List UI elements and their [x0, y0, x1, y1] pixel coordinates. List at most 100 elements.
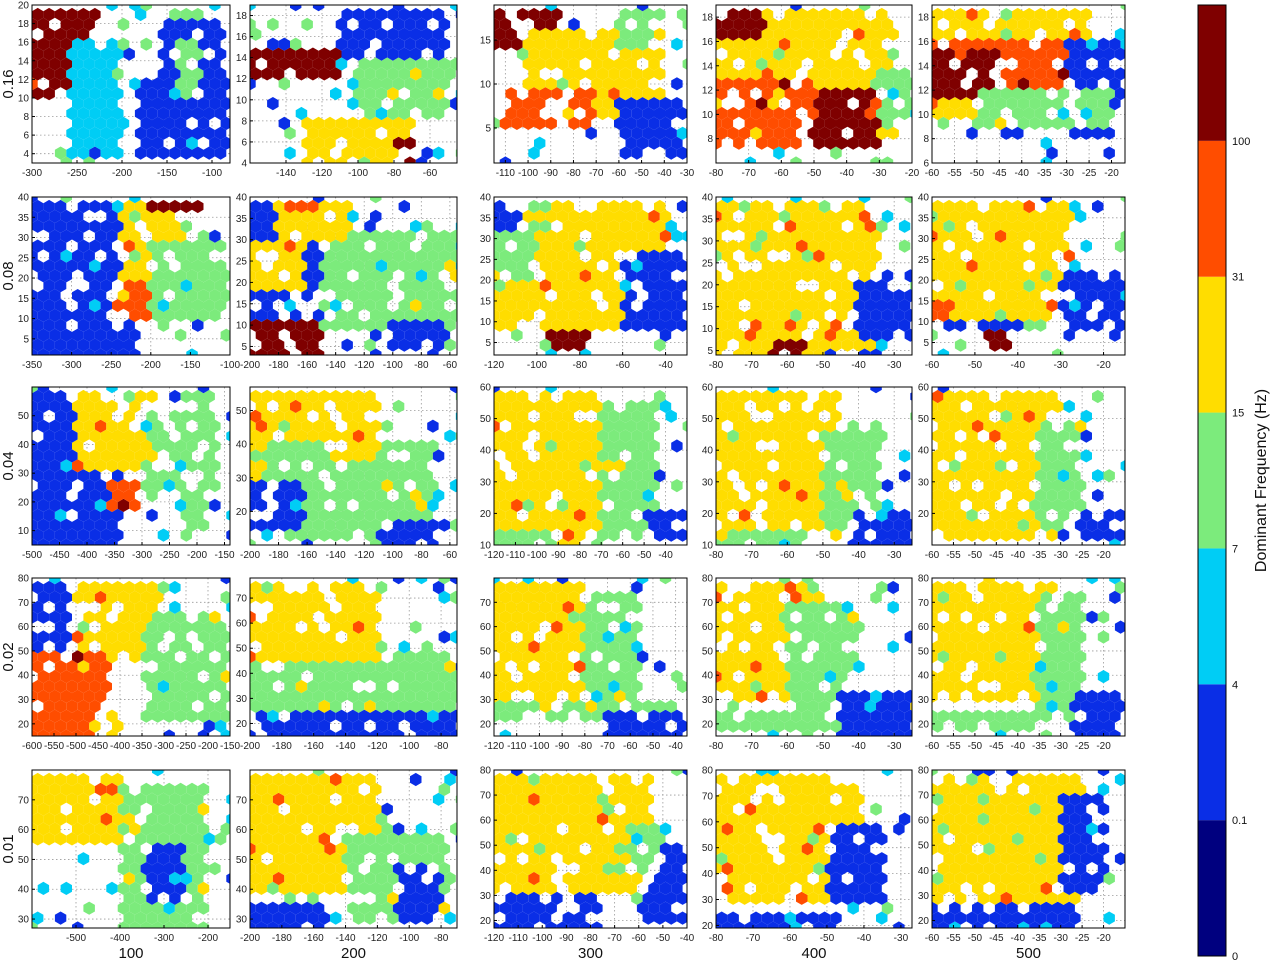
hex-cell — [1086, 518, 1098, 532]
hex-cell — [744, 459, 756, 473]
hex-cell — [134, 580, 147, 595]
hex-cell — [37, 348, 50, 355]
hex-cell — [330, 126, 342, 140]
hex-cell — [676, 126, 687, 140]
hex-cell — [499, 116, 512, 130]
hex-cell — [568, 538, 580, 545]
hex-cell — [358, 156, 370, 163]
hex-cell — [72, 419, 84, 433]
hex-cell — [301, 229, 313, 243]
hex-cell — [665, 318, 677, 332]
hex-cell — [410, 699, 422, 713]
hex-cell — [954, 87, 967, 101]
hex-cell — [1052, 498, 1064, 512]
hex-cell — [796, 259, 808, 273]
hex-cell — [989, 239, 1001, 253]
hex-cell — [841, 298, 854, 313]
hex-cell — [421, 67, 433, 81]
hex-cell — [841, 620, 854, 634]
y-tick-label: 10 — [18, 314, 30, 325]
hex-cell — [77, 298, 90, 313]
hex-cell — [716, 538, 722, 545]
x-tick-label: -45 — [989, 741, 1004, 752]
hex-cell — [421, 318, 433, 332]
hex-cell — [602, 57, 614, 71]
hex-cell — [864, 699, 876, 713]
hex-cell — [421, 469, 433, 483]
hex-cell — [157, 298, 170, 313]
hex-cell — [716, 249, 722, 263]
hex-cell — [499, 399, 512, 413]
hex-cell — [255, 348, 268, 355]
hex-cell — [784, 67, 796, 81]
hex-cell — [841, 600, 854, 614]
hex-cell — [301, 479, 313, 493]
y-tick-label: 40 — [236, 193, 248, 204]
x-tick-label: -40 — [839, 168, 854, 179]
hex-cell — [89, 318, 101, 332]
hex-cell — [790, 97, 802, 111]
hex-cell — [654, 338, 666, 352]
hex-cell — [750, 279, 762, 293]
hex-cell — [796, 318, 808, 332]
hex-cell — [824, 518, 836, 532]
hex-cell — [716, 709, 722, 723]
hex-cell — [682, 58, 687, 70]
hex-cell — [1120, 38, 1125, 51]
hex-cell — [290, 610, 302, 624]
hex-cell — [596, 620, 609, 634]
hex-cell — [381, 136, 393, 150]
hex-cell — [522, 57, 534, 71]
hex-cell — [864, 449, 876, 463]
hex-cell — [499, 729, 512, 736]
hex-cell — [427, 249, 439, 263]
hex-cell — [738, 47, 751, 61]
x-tick-label: -30 — [1053, 360, 1068, 371]
hex-cell — [157, 146, 170, 160]
hex-cell — [562, 449, 574, 463]
hex-cell — [261, 239, 273, 253]
hex-cell — [197, 116, 210, 130]
hex-cell — [330, 239, 342, 253]
hex-cell — [636, 97, 649, 111]
hex-cell — [174, 77, 187, 91]
hex-cell — [1080, 528, 1092, 542]
hex-cell — [761, 620, 774, 634]
x-tick-label: -50 — [637, 550, 652, 561]
hex-cell — [197, 269, 210, 283]
hex-cell — [716, 269, 722, 283]
hex-cell — [312, 479, 325, 493]
hex-cell — [255, 308, 268, 322]
hex-cell — [123, 871, 135, 886]
hex-cell — [444, 699, 456, 713]
hex-cell — [937, 590, 950, 604]
hex-cell — [427, 289, 439, 303]
hex-cell — [129, 197, 141, 204]
hex-cell — [784, 318, 796, 332]
hex-cell — [255, 419, 268, 433]
hex-cell — [625, 308, 637, 322]
hex-cell — [836, 729, 848, 736]
hex-cell — [255, 229, 268, 243]
hex-cell — [66, 719, 78, 733]
hex-cell — [106, 439, 118, 453]
y-tick-label: 25 — [918, 255, 930, 266]
hex-cell — [716, 508, 728, 522]
hex-cell — [876, 219, 888, 233]
hex-cell — [381, 709, 393, 723]
hex-cell — [556, 77, 569, 91]
hex-cell — [438, 590, 451, 604]
y-tick-label: 20 — [480, 276, 492, 287]
hex-cell — [1012, 27, 1024, 41]
hex-cell — [528, 580, 540, 595]
hex-cells — [250, 578, 457, 736]
hex-cell — [807, 338, 819, 352]
hex-cell — [60, 269, 72, 283]
hex-cell — [750, 528, 762, 542]
hex-cell — [1034, 429, 1047, 443]
hex-cell — [134, 640, 147, 654]
hex-cell — [648, 459, 660, 473]
hex-cell — [312, 498, 325, 512]
hex-cell — [77, 239, 90, 253]
hex-cell — [1086, 97, 1098, 111]
